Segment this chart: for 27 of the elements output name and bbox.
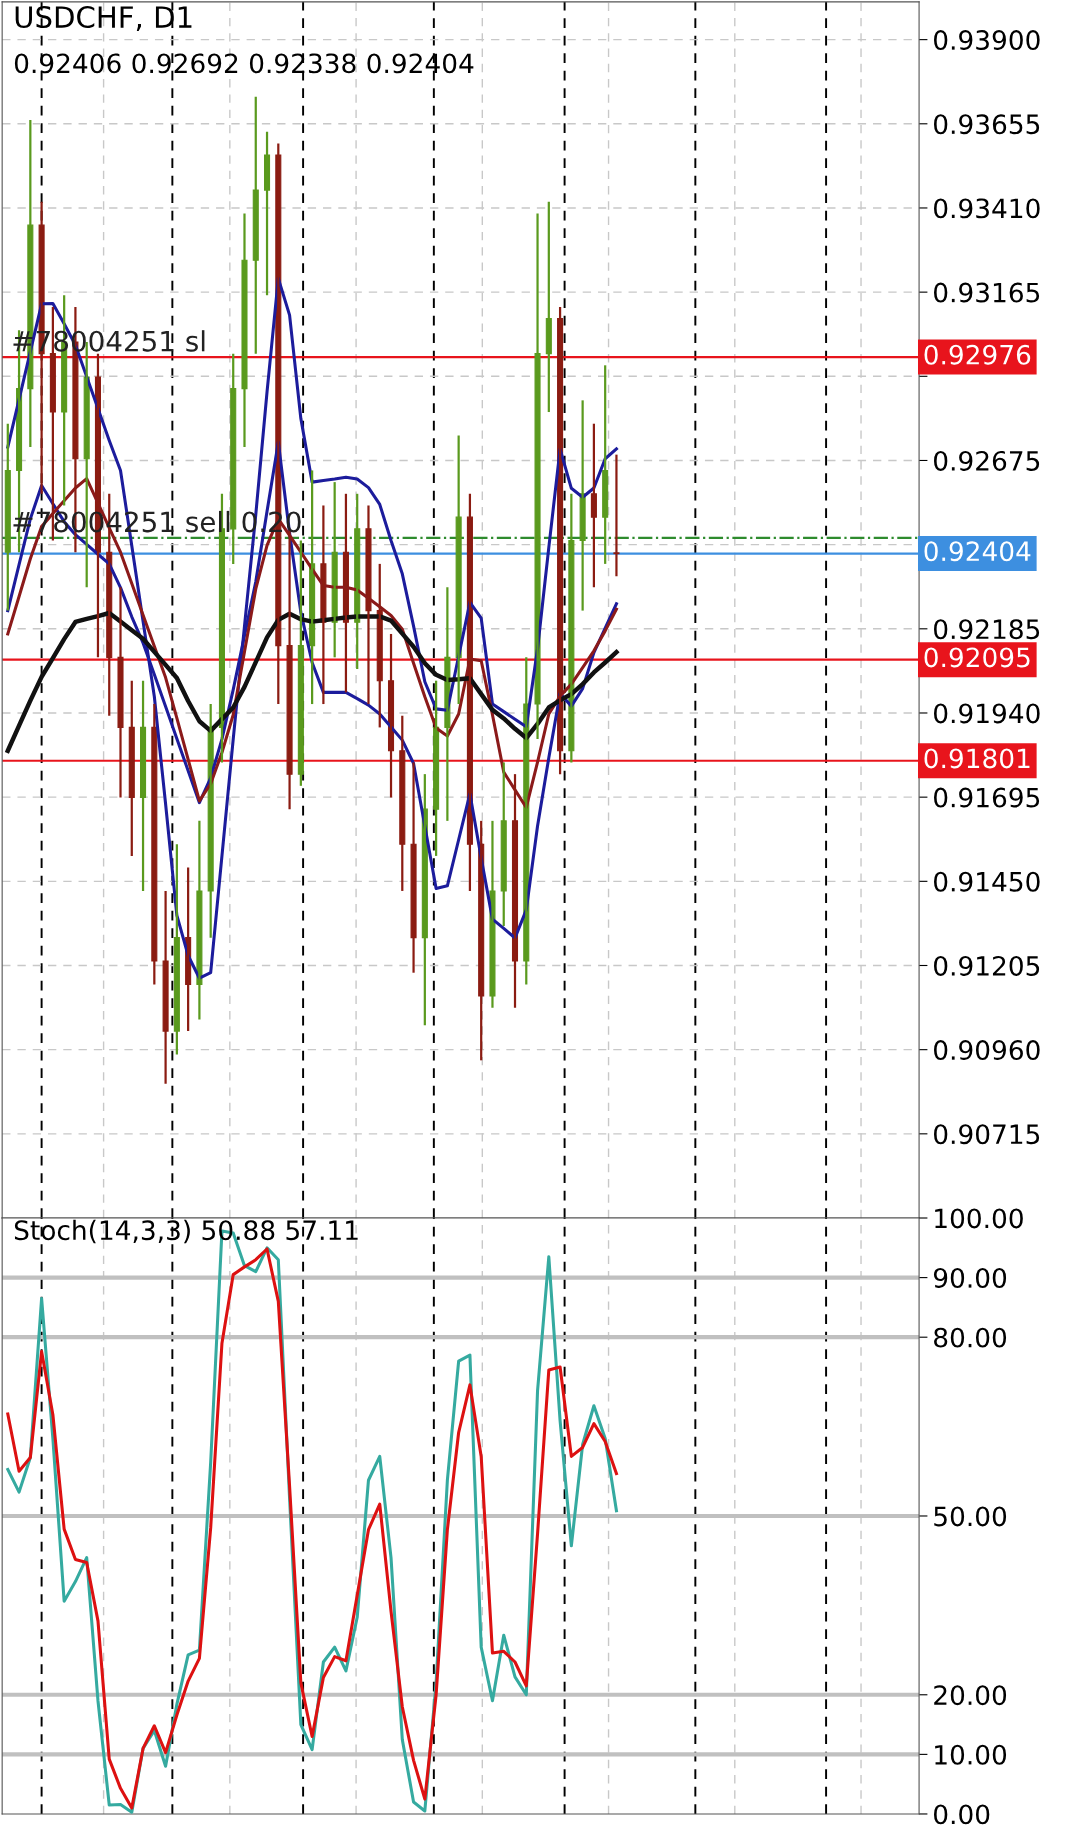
- y-tick-label: 80.00: [934, 1327, 1007, 1348]
- y-tick-label: 0.91450: [934, 871, 1040, 892]
- text: 0.92406 0.92692 0.92338 0.92404: [14, 53, 474, 74]
- y-tick-label: 0.93165: [934, 282, 1040, 303]
- y-tick-label: 0.93655: [934, 114, 1040, 135]
- y-tick-label: 0.93410: [934, 198, 1040, 219]
- y-tick-label: 0.00: [934, 1804, 990, 1825]
- y-tick-label: 0.91940: [934, 703, 1040, 724]
- y-tick-label: 10.00: [935, 1744, 1007, 1765]
- line-series: [5, 610, 619, 753]
- ref-line-label: 0.92976: [924, 344, 1031, 365]
- ref-line-label: 0.92404: [924, 541, 1031, 562]
- ref-line-label: 0.92095: [924, 647, 1030, 668]
- y-tick-label: 0.91695: [934, 787, 1040, 808]
- ref-line-label: 0.91801: [924, 748, 1030, 769]
- line-series: [6, 276, 618, 980]
- y-tick-label: 0.90960: [934, 1040, 1040, 1061]
- y-tick-label: 0.91205: [934, 955, 1040, 976]
- y-tick-label: 90.00: [933, 1268, 1007, 1288]
- y-tick-label: 0.90715: [934, 1124, 1040, 1145]
- y-tick-label: 50.00: [934, 1506, 1007, 1527]
- y-tick-label: 0.92675: [934, 450, 1040, 471]
- y-tick-label: 20.00: [934, 1685, 1007, 1706]
- chart-title: USDCHF, D1: [15, 6, 192, 32]
- y-tick-label: 100.00: [935, 1208, 1023, 1229]
- y-tick-label: 0.92185: [934, 619, 1040, 640]
- y-tick-label: 0.93900: [934, 30, 1040, 51]
